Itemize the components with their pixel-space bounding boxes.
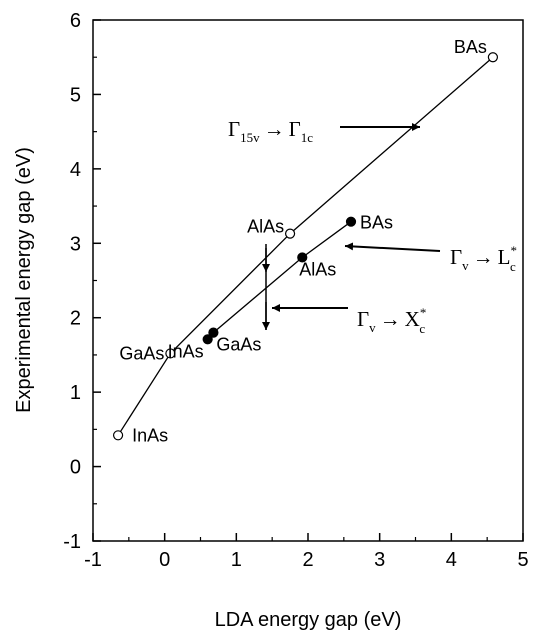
svg-text:Γv→L*c: Γv → L* c (450, 243, 517, 274)
data-point-alas (284, 228, 296, 239)
data-point-bas (487, 52, 498, 63)
x-tick-label: 4 (446, 549, 457, 571)
annotation-1-subscript: 15v (240, 130, 260, 145)
point-label-alas: AlAs (299, 259, 336, 279)
annotation-gammav-xc: Γv → X* c (262, 244, 426, 336)
svg-text:Γv→X*c: Γv → X* c (357, 305, 426, 336)
point-label-gaas: GaAs (119, 343, 164, 363)
point-label-inas: InAs (132, 425, 168, 445)
point-label-bas: BAs (360, 213, 393, 233)
point-label-gaas: GaAs (216, 335, 261, 355)
data-point-gaas (165, 348, 176, 359)
annotation-2-symbol: Γ (450, 245, 462, 269)
annotation-3-symbol2: X (405, 307, 420, 331)
x-tick-label: 2 (302, 549, 313, 571)
x-axis-title: LDA energy gap (eV) (215, 609, 402, 631)
y-tick-label: 0 (70, 457, 81, 479)
annotation-3-symbol: Γ (357, 307, 369, 331)
annotation-1-arrow: → (264, 117, 285, 141)
data-point-gaas (208, 327, 219, 338)
point-label-inas: InAs (168, 341, 204, 361)
series-line-0 (117, 56, 494, 436)
y-axis-ticks: -1 0 1 2 3 4 5 6 (63, 10, 101, 553)
svg-text:Γ15v→Γ1c: Γ15v → Γ1c (228, 117, 313, 145)
data-point-bas (345, 216, 357, 227)
y-tick-label: 2 (70, 308, 81, 330)
annotation-gamma15v-gamma1c: Γ15v → Γ1c (228, 117, 420, 145)
annotation-3-superscript2: * (420, 305, 427, 320)
y-tick-label: 4 (70, 159, 81, 181)
y-axis-title: Experimental energy gap (eV) (13, 147, 35, 413)
y-tick-label: 1 (70, 382, 81, 404)
annotation-3-arrow: → (380, 307, 401, 331)
data-point-alas (297, 252, 308, 263)
annotation-1-subscript2: 1c (301, 130, 314, 145)
annotation-1-symbol: Γ (228, 117, 240, 141)
plot-frame (92, 19, 524, 542)
annotation-2-subscript2: c (510, 259, 516, 274)
annotation-2-pointer-arrow (344, 242, 441, 252)
point-label-bas: BAs (454, 37, 487, 57)
annotation-2-symbol2: L (498, 245, 511, 269)
y-tick-label: 5 (70, 84, 81, 106)
x-tick-label: 3 (374, 549, 385, 571)
annotation-3-subscript2: c (419, 321, 425, 336)
data-point-inas (202, 334, 213, 345)
x-tick-label: 5 (517, 549, 528, 571)
annotation-3-subscript: v (369, 320, 376, 335)
annotation-gammav-lc: Γv → L* c (344, 242, 517, 274)
data-point-inas (112, 430, 124, 441)
y-tick-label: 3 (70, 233, 81, 255)
y-tick-label: 6 (70, 10, 81, 32)
x-tick-label: 0 (159, 549, 170, 571)
x-tick-label: -1 (84, 549, 102, 571)
x-tick-label: 1 (231, 549, 242, 571)
annotation-2-subscript: v (462, 258, 469, 273)
annotation-2-superscript2: * (510, 243, 517, 258)
y-tick-label: -1 (63, 531, 81, 553)
point-label-alas: AlAs (247, 217, 284, 237)
annotation-2-arrow: → (473, 245, 494, 269)
x-axis-ticks: -1 0 1 2 3 4 5 (84, 533, 529, 571)
series-line-1 (207, 221, 352, 340)
annotation-1-symbol2: Γ (289, 117, 301, 141)
